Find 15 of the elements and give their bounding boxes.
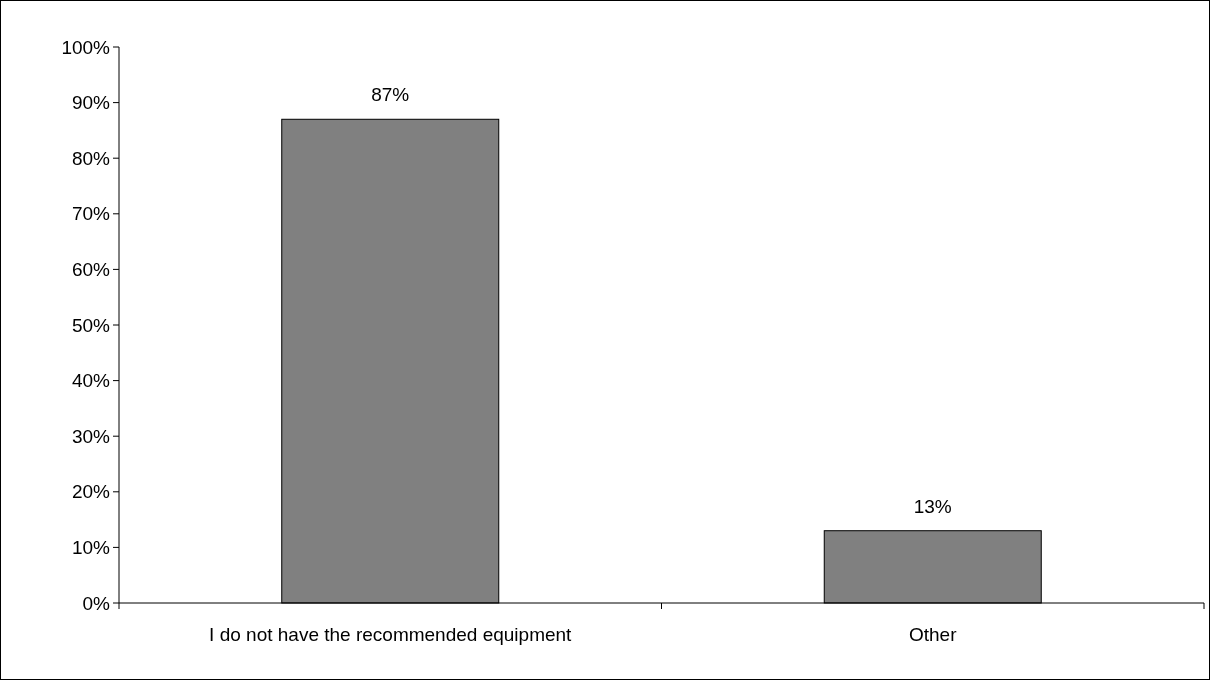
y-tick-label: 30% (71, 425, 111, 447)
x-tick-label: Other (908, 624, 958, 645)
y-tick-label: 10% (71, 537, 111, 559)
y-tick-label: 50% (71, 314, 111, 336)
y-tick-label: 60% (71, 259, 111, 281)
x-tick-label: I do not have the recommended equipment (209, 624, 573, 645)
y-tick-label: 40% (71, 370, 111, 392)
y-tick-label: 100% (61, 36, 111, 58)
y-tick-label: 80% (71, 147, 111, 169)
data-label: 13% (913, 495, 952, 517)
y-tick-label: 20% (71, 481, 111, 503)
data-label: 87% (371, 84, 410, 106)
y-tick-label: 90% (71, 92, 111, 114)
y-tick-label: 70% (71, 203, 111, 225)
y-tick-label: 0% (82, 592, 111, 614)
